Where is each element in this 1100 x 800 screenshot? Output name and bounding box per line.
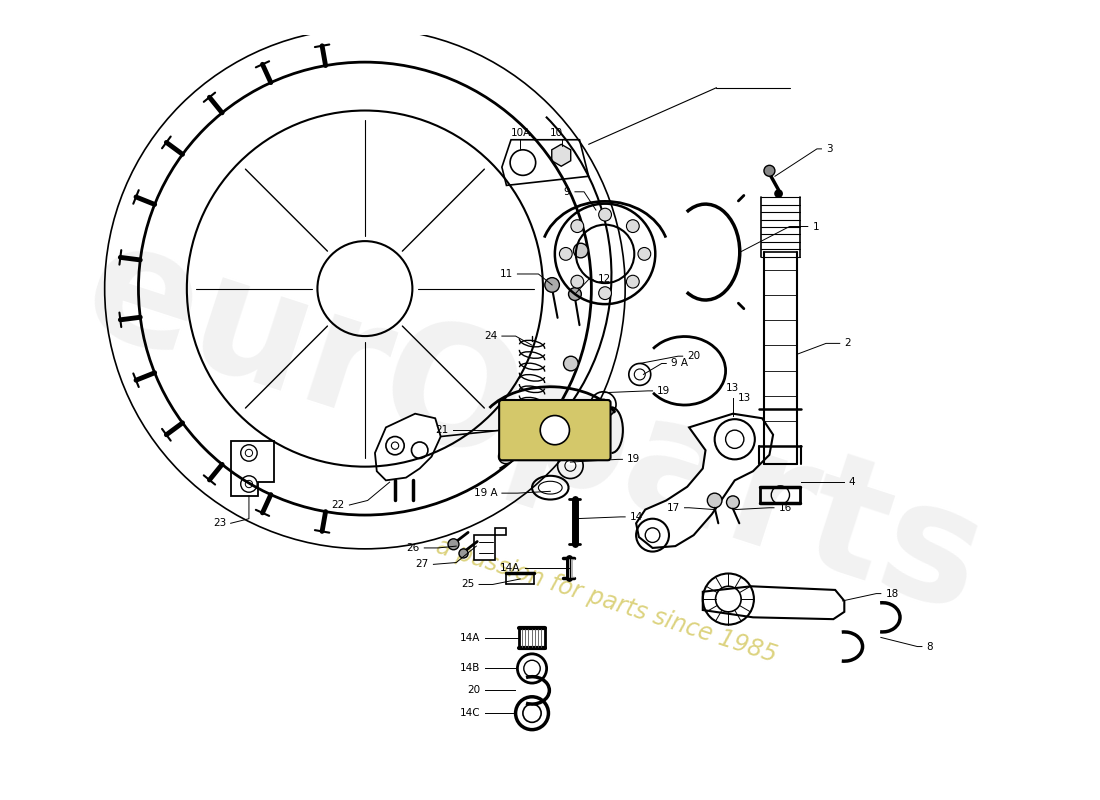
Circle shape	[540, 415, 570, 445]
Polygon shape	[636, 414, 773, 548]
Polygon shape	[552, 144, 571, 166]
Circle shape	[544, 278, 560, 292]
Text: 10: 10	[550, 128, 563, 138]
Text: 20: 20	[688, 351, 701, 361]
Text: 3: 3	[826, 144, 833, 154]
Circle shape	[626, 275, 639, 288]
Text: 19 A: 19 A	[474, 488, 497, 498]
Polygon shape	[703, 586, 845, 619]
Circle shape	[510, 150, 536, 175]
Circle shape	[571, 275, 584, 288]
Text: 14: 14	[629, 512, 644, 522]
Circle shape	[573, 243, 588, 258]
Circle shape	[560, 247, 572, 260]
Text: a passion for parts since 1985: a passion for parts since 1985	[433, 534, 780, 667]
Text: 14A: 14A	[460, 634, 480, 643]
Polygon shape	[502, 140, 588, 186]
Text: 14B: 14B	[460, 663, 480, 674]
Circle shape	[569, 288, 581, 301]
Text: 20: 20	[466, 686, 480, 695]
Circle shape	[626, 220, 639, 233]
Text: 23: 23	[213, 518, 227, 528]
Text: 9 A: 9 A	[671, 358, 688, 369]
Text: 24: 24	[484, 331, 497, 341]
Polygon shape	[474, 528, 506, 560]
Text: 1: 1	[813, 222, 820, 231]
Text: 2: 2	[845, 338, 851, 348]
Text: 26: 26	[406, 543, 420, 553]
Text: 16: 16	[779, 502, 792, 513]
Text: 11: 11	[499, 269, 513, 279]
Circle shape	[459, 549, 469, 558]
Text: 10A: 10A	[512, 128, 531, 138]
Circle shape	[563, 356, 579, 371]
Text: 25: 25	[461, 579, 474, 590]
Text: 14C: 14C	[460, 708, 480, 718]
Circle shape	[448, 538, 459, 550]
Text: 27: 27	[416, 559, 429, 570]
Text: 19: 19	[657, 386, 670, 396]
Text: 8: 8	[926, 642, 933, 651]
Text: 14A: 14A	[499, 563, 520, 573]
Text: 13: 13	[726, 382, 739, 393]
Circle shape	[598, 286, 612, 299]
Circle shape	[638, 247, 651, 260]
Text: 22: 22	[331, 500, 344, 510]
Circle shape	[774, 190, 782, 198]
Circle shape	[598, 208, 612, 221]
Circle shape	[764, 166, 774, 176]
Text: 12: 12	[597, 274, 611, 285]
Text: eurOparts: eurOparts	[66, 208, 1002, 647]
Text: 4: 4	[849, 477, 856, 487]
Text: 17: 17	[667, 502, 680, 513]
Text: 13: 13	[737, 393, 750, 403]
Polygon shape	[375, 414, 441, 480]
Polygon shape	[231, 441, 274, 496]
Text: 21: 21	[436, 425, 449, 435]
Text: 18: 18	[886, 589, 899, 598]
Text: 9: 9	[563, 187, 571, 197]
Text: 19: 19	[627, 454, 640, 464]
Circle shape	[707, 493, 722, 508]
Circle shape	[726, 496, 739, 509]
Circle shape	[498, 449, 513, 464]
Circle shape	[571, 220, 584, 233]
FancyBboxPatch shape	[499, 400, 611, 460]
